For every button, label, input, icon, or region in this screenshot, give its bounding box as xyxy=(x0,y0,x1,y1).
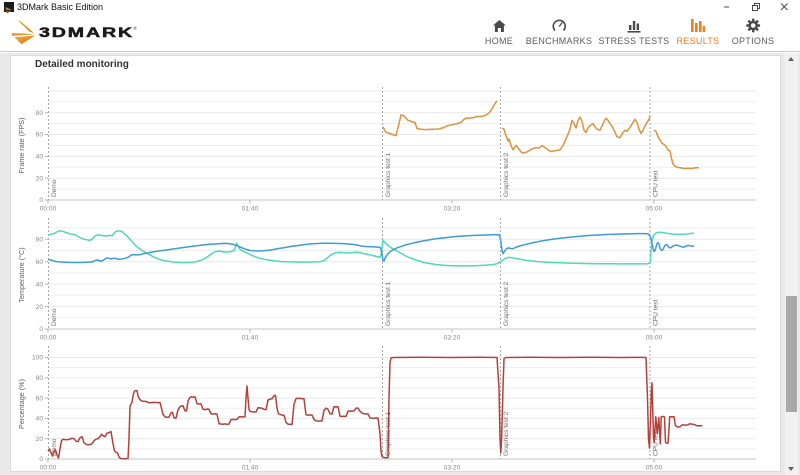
svg-text:40: 40 xyxy=(36,416,44,423)
svg-text:CPU test: CPU test xyxy=(653,429,660,456)
svg-text:01:40: 01:40 xyxy=(242,335,259,342)
svg-text:Graphics test 2: Graphics test 2 xyxy=(503,281,510,326)
svg-text:0: 0 xyxy=(39,326,43,333)
svg-text:01:40: 01:40 xyxy=(242,206,259,213)
svg-text:20: 20 xyxy=(36,175,44,182)
svg-text:Demo: Demo xyxy=(51,179,58,197)
svg-text:40: 40 xyxy=(36,281,44,288)
svg-text:05:00: 05:00 xyxy=(646,206,663,213)
svg-text:20: 20 xyxy=(36,436,44,443)
svg-text:01:40: 01:40 xyxy=(242,465,259,472)
svg-text:0: 0 xyxy=(39,197,43,204)
svg-text:60: 60 xyxy=(36,259,44,266)
svg-text:Temperature (°C): Temperature (°C) xyxy=(17,247,26,302)
svg-text:60: 60 xyxy=(36,395,44,402)
svg-text:80: 80 xyxy=(36,236,44,243)
svg-text:40: 40 xyxy=(36,154,44,161)
svg-text:03:20: 03:20 xyxy=(444,206,461,213)
svg-text:80: 80 xyxy=(36,375,44,382)
svg-text:60: 60 xyxy=(36,132,44,139)
svg-text:80: 80 xyxy=(36,110,44,117)
svg-text:100: 100 xyxy=(32,355,43,362)
svg-text:Demo: Demo xyxy=(51,438,58,456)
svg-text:00:00: 00:00 xyxy=(40,465,57,472)
svg-text:Demo: Demo xyxy=(51,308,58,326)
svg-text:03:20: 03:20 xyxy=(444,335,461,342)
svg-text:05:00: 05:00 xyxy=(646,335,663,342)
svg-text:05:00: 05:00 xyxy=(646,465,663,472)
svg-text:Graphics test 2: Graphics test 2 xyxy=(503,411,510,456)
svg-text:0: 0 xyxy=(39,456,43,463)
svg-text:Percentage (%): Percentage (%) xyxy=(17,379,26,429)
svg-text:Graphics test 1: Graphics test 1 xyxy=(385,152,392,197)
svg-text:Frame rate (FPS): Frame rate (FPS) xyxy=(17,118,26,174)
svg-text:Graphics test 1: Graphics test 1 xyxy=(385,281,392,326)
svg-text:03:20: 03:20 xyxy=(444,465,461,472)
svg-text:00:00: 00:00 xyxy=(40,206,57,213)
svg-text:CPU test: CPU test xyxy=(653,170,660,197)
svg-text:CPU test: CPU test xyxy=(653,299,660,326)
svg-text:Graphics test 2: Graphics test 2 xyxy=(503,152,510,197)
svg-text:00:00: 00:00 xyxy=(40,335,57,342)
svg-text:20: 20 xyxy=(36,304,44,311)
